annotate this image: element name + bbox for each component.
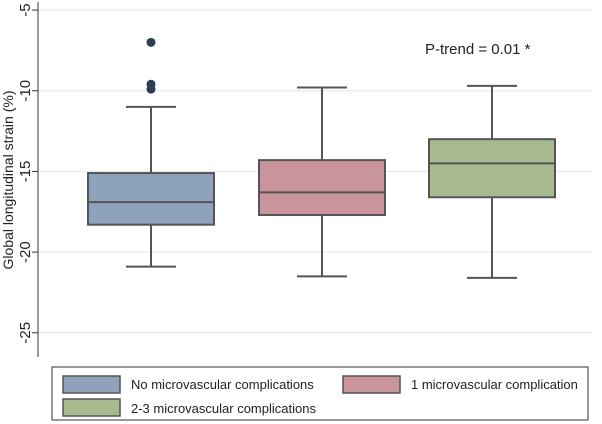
legend-frame <box>51 366 589 421</box>
legend-swatch-two-three-complications <box>62 398 121 417</box>
box-group <box>428 84 556 279</box>
legend-swatch-one-complication <box>342 375 401 394</box>
iqr-box <box>87 172 215 226</box>
y-tick-label: -20 <box>17 241 34 263</box>
p-trend-annotation: P-trend = 0.01 * <box>425 41 531 58</box>
y-tick-label: -25 <box>17 322 34 344</box>
legend: No microvascular complications 1 microva… <box>51 366 589 421</box>
outlier-point <box>146 84 156 94</box>
y-axis: -5 -10 -15 -20 -25 <box>17 2 39 357</box>
box-series <box>87 37 556 279</box>
box-group <box>258 86 386 278</box>
iqr-box <box>428 138 556 199</box>
y-tick-label: -15 <box>17 161 34 183</box>
y-tick-label: -10 <box>17 80 34 102</box>
y-tick-label: -5 <box>17 3 34 16</box>
legend-label-no-complications: No microvascular complications <box>131 377 314 392</box>
legend-swatch-no-complications <box>62 375 121 394</box>
legend-label-one-complication: 1 microvascular complication <box>411 377 578 392</box>
y-axis-title: Global longitudinal strain (%) <box>0 91 16 270</box>
legend-label-two-three-complications: 2-3 microvascular complications <box>131 401 316 416</box>
outlier-point <box>146 37 156 47</box>
box-group <box>87 37 215 268</box>
iqr-box <box>258 159 386 217</box>
